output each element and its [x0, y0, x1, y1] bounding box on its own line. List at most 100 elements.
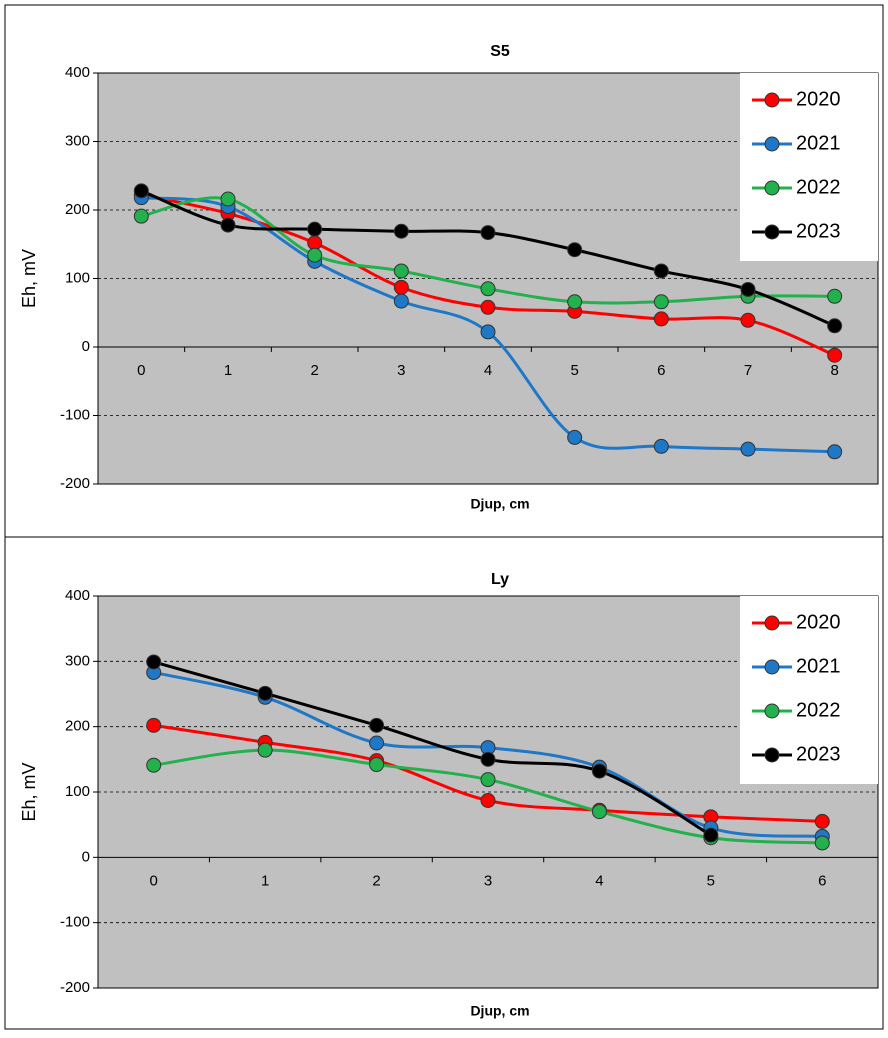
- x-tick-label: 0: [150, 872, 158, 889]
- data-point: [827, 444, 843, 460]
- data-point: [653, 263, 669, 279]
- x-axis-label: Djup, cm: [470, 1003, 529, 1019]
- data-point: [480, 324, 496, 340]
- legend-label: 2023: [796, 220, 841, 242]
- chart-title: Ly: [491, 571, 509, 588]
- y-tick-label: 300: [65, 132, 90, 149]
- chart-title: S5: [490, 43, 510, 60]
- data-point: [827, 318, 843, 334]
- data-point: [703, 827, 719, 843]
- data-point: [567, 242, 583, 258]
- data-point: [480, 299, 496, 315]
- x-axis-label: Djup, cm: [470, 496, 529, 512]
- y-tick-label: -100: [60, 406, 90, 423]
- series-line: [153, 660, 712, 837]
- x-tick-label: 3: [484, 872, 492, 889]
- data-point: [393, 263, 409, 279]
- data-point: [393, 279, 409, 295]
- x-tick-label: 1: [224, 362, 232, 379]
- y-tick-label: 400: [65, 587, 90, 604]
- legend-box: [740, 596, 878, 784]
- y-tick-label: 100: [65, 783, 90, 800]
- x-tick-label: 4: [595, 872, 603, 889]
- legend-label: 2020: [796, 88, 841, 110]
- legend-label: 2021: [796, 132, 841, 154]
- legend-marker: [764, 615, 780, 631]
- data-point: [146, 717, 162, 733]
- y-axis-label: Eh, mV: [19, 249, 39, 308]
- legend-box: [740, 73, 878, 261]
- data-point: [740, 281, 756, 297]
- data-point: [146, 757, 162, 773]
- x-tick-label: 6: [818, 872, 826, 889]
- y-tick-label: 100: [65, 269, 90, 286]
- data-point: [393, 293, 409, 309]
- data-point: [814, 813, 830, 829]
- legend-label: 2020: [796, 611, 841, 633]
- data-point: [220, 217, 236, 233]
- x-tick-label: 5: [570, 362, 578, 379]
- data-point: [827, 347, 843, 363]
- data-point: [369, 717, 385, 733]
- data-point: [257, 685, 273, 701]
- x-tick-label: 8: [830, 362, 838, 379]
- y-axis-label: Eh, mV: [19, 762, 39, 821]
- y-tick-label: -200: [60, 475, 90, 492]
- legend-label: 2022: [796, 699, 841, 721]
- data-point: [480, 772, 496, 788]
- data-point: [740, 441, 756, 457]
- y-tick-label: -200: [60, 979, 90, 996]
- x-tick-label: 0: [137, 362, 145, 379]
- data-point: [653, 311, 669, 327]
- data-point: [133, 183, 149, 199]
- y-tick-label: -100: [60, 914, 90, 931]
- data-point: [369, 757, 385, 773]
- legend-marker: [764, 224, 780, 240]
- data-point: [480, 225, 496, 241]
- legend-label: 2022: [796, 176, 841, 198]
- data-point: [480, 792, 496, 808]
- y-tick-label: 0: [82, 338, 90, 355]
- y-tick-label: 300: [65, 652, 90, 669]
- legend-marker: [764, 92, 780, 108]
- data-point: [257, 742, 273, 758]
- data-point: [827, 288, 843, 304]
- y-tick-label: 0: [82, 848, 90, 865]
- legend-marker: [764, 703, 780, 719]
- data-point: [393, 223, 409, 239]
- data-point: [369, 735, 385, 751]
- y-tick-label: 200: [65, 718, 90, 735]
- data-point: [480, 751, 496, 767]
- data-point: [480, 281, 496, 297]
- y-tick-label: 400: [65, 64, 90, 81]
- legend-label: 2023: [796, 743, 841, 765]
- x-tick-label: 6: [657, 362, 665, 379]
- data-point: [307, 221, 323, 237]
- legend-marker: [764, 136, 780, 152]
- data-point: [814, 835, 830, 851]
- data-point: [146, 654, 162, 670]
- x-tick-label: 2: [372, 872, 380, 889]
- data-point: [653, 438, 669, 454]
- data-point: [567, 294, 583, 310]
- x-tick-label: 1: [261, 872, 269, 889]
- x-tick-label: 3: [397, 362, 405, 379]
- x-tick-label: 4: [484, 362, 492, 379]
- data-point: [307, 247, 323, 263]
- legend-label: 2021: [796, 655, 841, 677]
- y-tick-label: 200: [65, 201, 90, 218]
- data-point: [591, 763, 607, 779]
- data-point: [653, 294, 669, 310]
- x-tick-label: 7: [744, 362, 752, 379]
- data-point: [591, 804, 607, 820]
- data-point: [567, 429, 583, 445]
- legend-marker: [764, 659, 780, 675]
- data-point: [133, 208, 149, 224]
- x-tick-label: 2: [310, 362, 318, 379]
- legend-marker: [764, 180, 780, 196]
- data-point: [740, 312, 756, 328]
- data-point: [220, 191, 236, 207]
- legend-marker: [764, 747, 780, 763]
- x-tick-label: 5: [707, 872, 715, 889]
